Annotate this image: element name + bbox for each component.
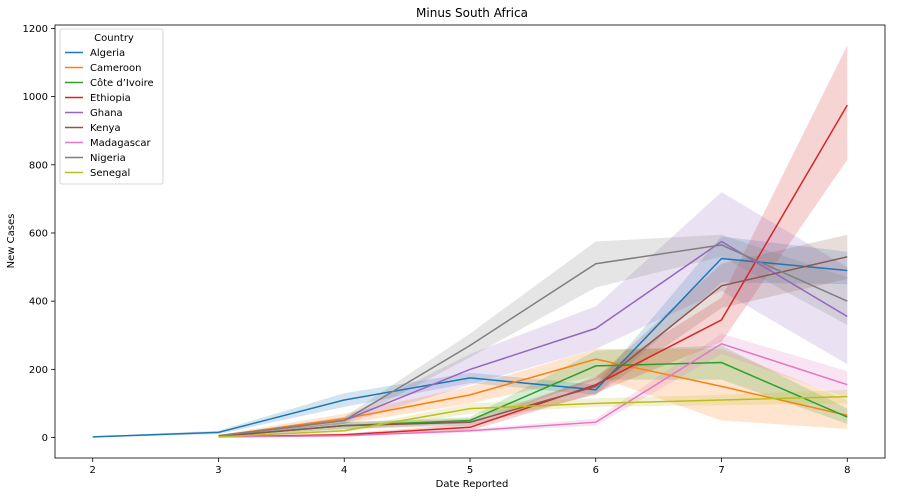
x-tick-label: 4	[341, 465, 347, 476]
confidence-band	[218, 192, 848, 437]
chart-title: Minus South Africa	[416, 6, 528, 20]
x-tick-label: 5	[467, 465, 473, 476]
confidence-bands	[92, 45, 848, 438]
legend-label: Algeria	[90, 48, 125, 59]
legend-label: Senegal	[90, 168, 130, 179]
y-tick-label: 200	[29, 365, 48, 376]
confidence-band	[218, 333, 848, 438]
y-tick-label: 800	[29, 160, 48, 171]
series-line	[218, 342, 848, 438]
y-tick-label: 400	[29, 297, 48, 308]
x-tick-label: 2	[90, 465, 96, 476]
series-line	[218, 256, 848, 438]
legend-label: Cameroon	[90, 63, 141, 74]
legend-title: Country	[94, 33, 134, 44]
x-tick-label: 3	[215, 465, 221, 476]
confidence-band	[218, 345, 848, 437]
legend-label: Ethiopia	[90, 93, 131, 104]
series-line	[218, 395, 848, 438]
confidence-band	[218, 234, 848, 437]
y-axis-label: New Cases	[6, 214, 17, 269]
confidence-band	[92, 236, 848, 438]
axes: 2 3 4 5 6 7 8 0 200 400 600 800 1000 1200	[23, 24, 886, 476]
legend-label: Ghana	[90, 108, 123, 119]
x-tick-label: 8	[844, 465, 850, 476]
series-line	[218, 358, 848, 437]
legend-label: Nigeria	[90, 153, 126, 164]
y-tick-label: 600	[29, 228, 48, 239]
series-line	[218, 244, 848, 437]
legend-label: Kenya	[90, 123, 121, 134]
y-tick-label: 1000	[23, 92, 48, 103]
y-tick-label: 1200	[23, 24, 48, 35]
confidence-band	[218, 45, 848, 438]
legend-box	[59, 28, 164, 185]
x-axis-label: Date Reported	[436, 479, 509, 490]
legend-label: Côte d’Ivoire	[90, 77, 154, 89]
x-tick-label: 6	[593, 465, 599, 476]
series-lines	[92, 104, 848, 438]
y-tick-label: 0	[42, 433, 48, 444]
x-tick-label: 7	[718, 465, 724, 476]
confidence-band	[218, 348, 848, 437]
legend-label: Madagascar	[90, 138, 152, 149]
series-line	[92, 257, 848, 438]
legend: Country Algeria Cameroon Côte d’Ivoire Ethio…	[59, 28, 164, 185]
